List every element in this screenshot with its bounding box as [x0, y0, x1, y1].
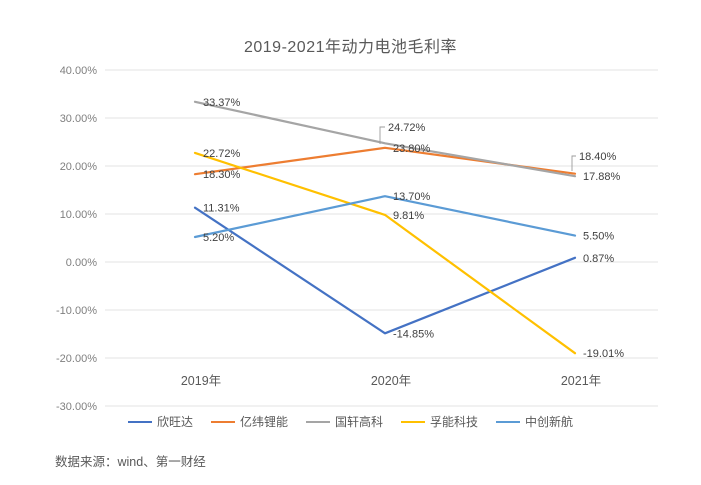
series-line-4 [193, 195, 577, 239]
x-category-label: 2020年 [371, 374, 411, 388]
series-line-2 [193, 100, 577, 178]
legend-item-1: 亿纬锂能 [210, 413, 288, 430]
data-label: 18.30% [203, 169, 241, 181]
y-tick-label: -10.00% [56, 305, 97, 317]
legend-swatch [496, 420, 521, 423]
data-label: 18.40% [579, 151, 617, 163]
legend-label: 国轩高科 [334, 415, 383, 429]
legend-label: 孚能科技 [430, 415, 479, 429]
legend-label: 中创新航 [525, 415, 574, 429]
legend-item-3: 孚能科技 [401, 413, 478, 430]
chart-title: 2019-2021年动力电池毛利率 [243, 39, 458, 56]
x-category-label: 2019年 [181, 374, 221, 388]
data-label: 33.37% [203, 97, 241, 109]
series-line-1 [193, 146, 577, 176]
data-label: 24.72% [388, 122, 426, 134]
x-category-label: 2021年 [561, 374, 601, 388]
data-label: -14.85% [393, 328, 434, 340]
y-tick-label: 0.00% [66, 257, 97, 269]
legend-swatch [305, 420, 330, 423]
legend-item-4: 中创新航 [496, 413, 573, 430]
data-label: 17.88% [583, 171, 621, 183]
y-tick-label: -20.00% [56, 353, 97, 365]
y-tick-label: 20.00% [60, 161, 98, 173]
legend-swatch [210, 420, 235, 423]
data-label: -19.01% [583, 348, 624, 360]
data-source-note: 数据来源：wind、第一财经 [55, 455, 206, 469]
data-label: 9.81% [393, 210, 424, 222]
data-label: 5.20% [203, 232, 234, 244]
label-leader-line [571, 155, 576, 171]
y-tick-label: 30.00% [60, 113, 98, 125]
label-leader-line [379, 126, 385, 144]
y-tick-label: 10.00% [60, 209, 98, 221]
legend: 欣旺达 亿纬锂能 国轩高科 孚能科技 中创新航 [0, 413, 701, 430]
legend-label: 亿纬锂能 [239, 415, 288, 429]
y-tick-label: 40.00% [60, 65, 98, 77]
data-label: 23.80% [393, 143, 431, 155]
data-label: 22.72% [203, 148, 241, 160]
data-label: 0.87% [583, 253, 614, 265]
data-label: 11.31% [203, 203, 240, 215]
series-line-0 [193, 206, 577, 335]
legend-swatch [127, 420, 152, 423]
legend-label: 欣旺达 [156, 415, 193, 429]
data-label: 5.50% [583, 231, 614, 243]
data-label: 13.70% [393, 191, 431, 203]
series-line-3 [193, 151, 577, 355]
legend-item-0: 欣旺达 [127, 413, 193, 430]
y-tick-label: -30.00% [56, 401, 97, 413]
legend-swatch [401, 420, 425, 423]
legend-item-2: 国轩高科 [305, 413, 383, 430]
